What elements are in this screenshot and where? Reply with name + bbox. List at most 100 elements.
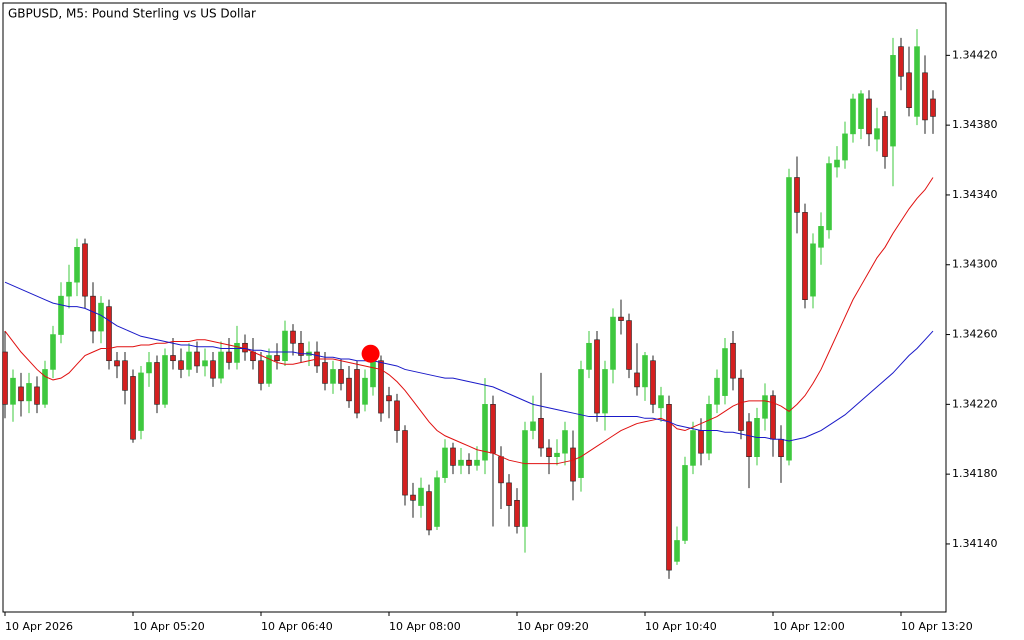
candle-body [506,482,512,506]
candle-body [714,377,720,405]
candle-body [266,355,272,384]
candle-body [322,362,328,384]
candle-body [162,355,168,405]
x-tick-label: 10 Apr 06:40 [261,620,333,633]
candle-body [650,360,656,405]
y-tick-label: 1.34220 [952,397,998,410]
candle-body [154,362,160,405]
candle-body [50,334,56,370]
candle-body [122,360,128,391]
candle-body [346,377,352,402]
candle-body [170,355,176,362]
candle-body [34,386,40,405]
chart-title: GBPUSD, M5: Pound Sterling vs US Dollar [8,7,256,21]
candle-body [58,295,64,335]
candle-body [802,212,808,300]
candle-body [106,306,112,362]
candle-body [690,430,696,466]
candle-body [42,369,48,405]
candle-body [538,418,544,449]
candle-body [666,404,672,571]
y-tick-label: 1.34300 [952,258,998,271]
candle-body [826,163,832,231]
candle-body [210,360,216,379]
candle-body [74,246,80,283]
candle-body [914,46,920,117]
candle-body [786,177,792,461]
candle-body [130,376,136,440]
candle-body [642,355,648,388]
candle-body [658,395,664,409]
candle-body [834,159,840,168]
candle-body [466,459,472,466]
y-tick-label: 1.34140 [952,537,998,550]
signal-marker [361,344,380,363]
candle-body [570,447,576,482]
candle-body [202,360,208,367]
candle-body [66,281,72,297]
x-tick-label: 10 Apr 13:20 [901,620,973,633]
candle-body [258,360,264,384]
candle-body [586,342,592,370]
candle-body [186,351,192,370]
candle-body [114,360,120,367]
candle-body [194,351,200,367]
candle-body [922,72,928,121]
candle-body [18,386,24,402]
candle-body [930,98,936,117]
moving-average-line [4,281,934,442]
candle-body [706,404,712,454]
candle-body [762,395,768,419]
candle-body [530,421,536,431]
candle-body [738,377,744,431]
candle-body [578,369,584,478]
candle-body [482,404,488,461]
candle-body [370,360,376,388]
candle-body [2,351,8,405]
candle-body [450,447,456,466]
moving-average-line [4,177,934,465]
candle-body [442,447,448,478]
candle-body [234,342,240,363]
candle-body [146,362,152,374]
x-tick-label: 10 Apr 2026 [5,620,73,633]
x-tick-label: 10 Apr 12:00 [773,620,845,633]
candle-body [298,342,304,356]
candle-body [98,302,104,332]
candle-body [794,177,800,213]
candle-body [898,46,904,77]
y-tick-label: 1.34260 [952,328,998,341]
candle-body [906,72,912,108]
candle-body [610,316,616,370]
candle-body [634,372,640,388]
candle-body [618,316,624,321]
candle-body [354,369,360,414]
candle-body [682,465,688,541]
candle-body [418,487,424,506]
y-tick-label: 1.34340 [952,188,998,201]
candle-body [746,421,752,457]
candle-body [386,395,392,402]
candle-body [82,243,88,297]
candle-body [490,404,496,454]
candle-body [866,98,872,135]
candle-body [626,320,632,370]
candle-body [474,459,480,466]
candle-body [274,355,280,362]
candle-body [858,93,864,129]
y-tick-label: 1.34420 [952,48,998,61]
candle-body [546,447,552,457]
candle-body [818,226,824,248]
candle-body [874,128,880,140]
x-tick-label: 10 Apr 10:40 [645,620,717,633]
candle-body [882,116,888,157]
candle-body [842,133,848,161]
candle-body [138,372,144,431]
x-tick-label: 10 Apr 09:20 [517,620,589,633]
candle-body [722,348,728,396]
y-tick-label: 1.34380 [952,118,998,131]
candle-body [378,360,384,414]
